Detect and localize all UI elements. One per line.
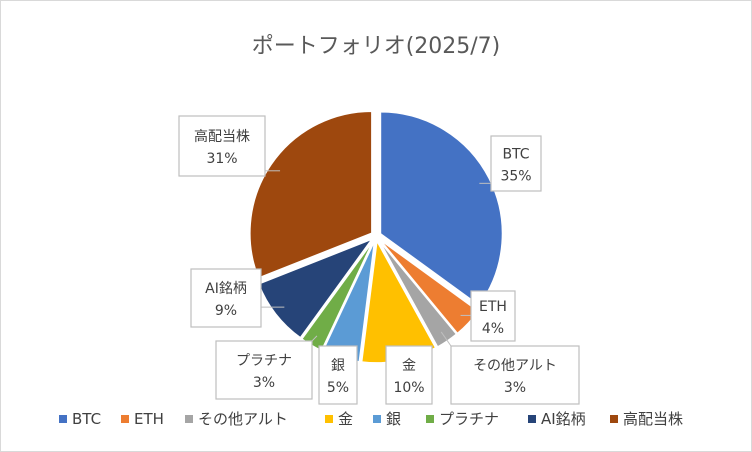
- data-label-percent: 9%: [215, 303, 237, 319]
- data-label-percent: 35%: [500, 169, 531, 185]
- legend-label: その他アルト: [198, 410, 288, 428]
- legend-item-eth[interactable]: ETH: [121, 410, 164, 428]
- legend-item-silver[interactable]: 銀: [373, 410, 401, 428]
- legend-label: 銀: [386, 410, 401, 428]
- callout-box: [490, 135, 542, 192]
- legend-item-gold[interactable]: 金: [325, 410, 353, 428]
- callout-ai-stocks: AI銘柄 9%: [190, 268, 285, 328]
- data-label-category: 銀: [331, 358, 345, 374]
- chart-title: ポートフォリオ(2025/7): [252, 34, 501, 59]
- callout-eth: ETH 4%: [460, 290, 516, 342]
- legend-swatch: [59, 415, 67, 423]
- callout-high-dividend: 高配当株 31%: [178, 115, 281, 177]
- callout-box: [450, 345, 580, 405]
- data-label-percent: 3%: [253, 375, 275, 391]
- callout-box: [318, 345, 358, 405]
- data-label-category: プラチナ: [236, 353, 292, 369]
- callout-box: [190, 268, 262, 328]
- legend-swatch: [185, 415, 193, 423]
- leader-line: [311, 335, 318, 342]
- data-label-category: 金: [402, 358, 416, 374]
- legend-item-btc[interactable]: BTC: [59, 410, 101, 428]
- legend-swatch: [121, 415, 129, 423]
- callout-btc: BTC 35%: [479, 135, 542, 192]
- data-label-percent: 31%: [206, 151, 237, 167]
- callout-silver: 銀 5%: [318, 345, 358, 405]
- legend-label: 金: [338, 410, 353, 428]
- leader-line: [440, 331, 452, 347]
- legend-label: BTC: [72, 410, 101, 428]
- legend-swatch: [610, 415, 618, 423]
- legend-swatch: [373, 415, 381, 423]
- legend-swatch: [426, 415, 434, 423]
- legend-item-high-dividend[interactable]: 高配当株: [610, 410, 683, 428]
- pie-slice-high-dividend[interactable]: [249, 110, 373, 280]
- callout-platinum: プラチナ 3%: [215, 335, 318, 400]
- data-label-percent: 3%: [504, 380, 526, 396]
- legend-item-platinum[interactable]: プラチナ: [426, 410, 499, 428]
- data-label-percent: 5%: [327, 380, 349, 396]
- data-label-percent: 4%: [482, 321, 504, 337]
- legend-swatch: [528, 415, 536, 423]
- data-label-percent: 10%: [393, 380, 424, 396]
- callout-box: [178, 115, 266, 177]
- legend-swatch: [325, 415, 333, 423]
- data-label-category: 高配当株: [194, 128, 250, 145]
- legend-label: プラチナ: [439, 410, 499, 428]
- callout-gold: 金 10%: [385, 345, 433, 405]
- legend-label: ETH: [134, 410, 164, 428]
- pie-slice-btc[interactable]: [379, 110, 504, 307]
- data-label-category: ETH: [479, 299, 507, 315]
- data-label-category: BTC: [502, 147, 529, 163]
- legend-item-other-alt[interactable]: その他アルト: [185, 410, 288, 428]
- callout-box: [470, 290, 516, 342]
- legend-label: 高配当株: [623, 410, 683, 428]
- data-label-category: その他アルト: [473, 358, 557, 374]
- data-label-category: AI銘柄: [205, 281, 247, 297]
- callout-box: [215, 340, 313, 400]
- legend-label: AI銘柄: [541, 410, 586, 428]
- callout-other-alt: その他アルト 3%: [440, 331, 580, 405]
- callout-box: [385, 345, 433, 405]
- legend-item-ai-stocks[interactable]: AI銘柄: [528, 410, 586, 428]
